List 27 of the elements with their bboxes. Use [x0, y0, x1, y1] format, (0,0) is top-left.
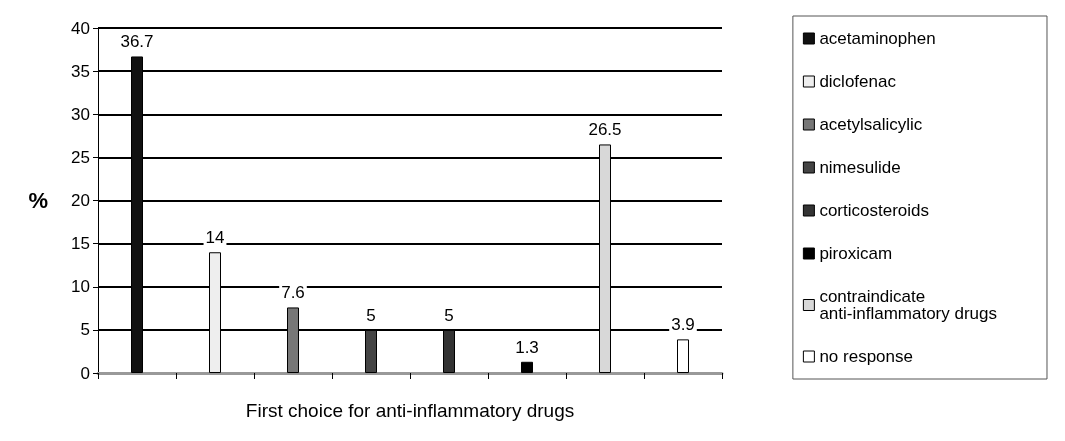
legend-label: no response [819, 347, 913, 366]
y-tick-label: 15 [71, 234, 90, 254]
legend-label: acetylsalicylic [819, 115, 923, 134]
y-tick-label: 35 [71, 61, 90, 81]
data-label: 14 [205, 228, 225, 248]
data-label: 1.3 [515, 337, 539, 357]
y-tick-label: 5 [80, 320, 90, 340]
y-tick-label: 0 [80, 363, 90, 383]
y-tick-label: 40 [71, 18, 90, 38]
data-label: 7.6 [281, 283, 305, 303]
y-tick-label: 30 [71, 104, 90, 124]
y-tick-label: 10 [71, 277, 90, 297]
legend-label: piroxicam [819, 244, 893, 263]
legend-label: contraindicate anti-inflammatory drugs [819, 287, 997, 323]
y-tick-label: 20 [71, 191, 90, 210]
legend-label: nimesulide [819, 158, 901, 177]
data-label: 26.5 [588, 120, 622, 140]
legend-label: corticosteroids [819, 201, 929, 220]
data-label: 3.9 [671, 315, 695, 335]
y-axis-title: % [28, 188, 48, 213]
legend-label: acetaminophen [819, 29, 936, 48]
legend-label: diclofenac [819, 72, 897, 91]
data-label: 5 [366, 305, 376, 325]
data-label: 5 [444, 305, 454, 325]
x-axis-title: First choice for anti-inflammatory drugs [245, 400, 575, 421]
y-tick-label: 25 [71, 147, 90, 167]
data-label: 36.7 [120, 32, 154, 52]
